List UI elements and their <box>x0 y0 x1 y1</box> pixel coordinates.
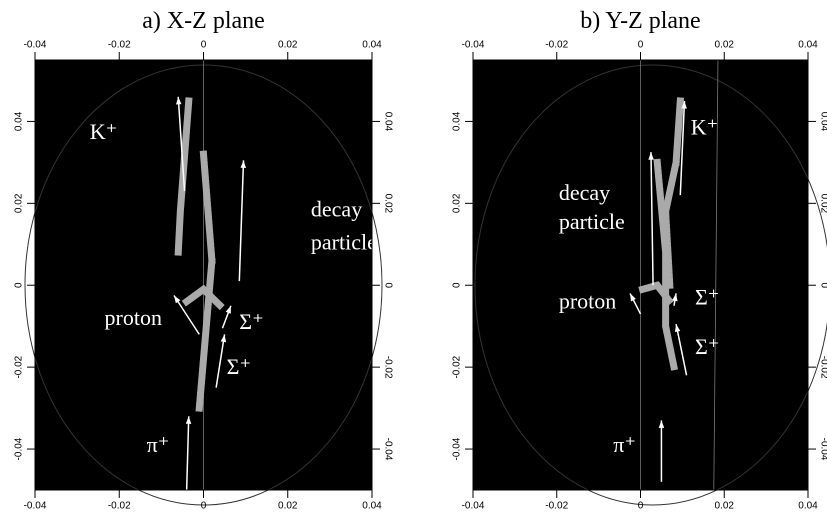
annotation: π⁺ <box>613 432 636 457</box>
annotation: proton <box>105 305 162 330</box>
x-tick-label: 0.04 <box>798 40 818 51</box>
track-hits <box>638 281 675 307</box>
x-tick-label: 0 <box>201 40 207 51</box>
annotation: Σ⁺ <box>695 285 719 310</box>
x-tick-label: -0.04 <box>462 501 485 512</box>
arrow-head <box>225 305 231 314</box>
plot-frame <box>34 59 373 491</box>
x-tick-label: 0.04 <box>798 501 818 512</box>
y-tick-label: 0.02 <box>452 193 463 213</box>
x-tick-label: 0.04 <box>362 40 382 51</box>
x-tick-label: -0.02 <box>108 501 131 512</box>
x-tick-label: 0.04 <box>362 501 382 512</box>
x-tick-label: 0.02 <box>715 40 735 51</box>
panel-title: a) X-Z plane <box>142 8 265 34</box>
annotation: Σ⁺ <box>695 334 719 359</box>
x-tick-label: -0.04 <box>462 40 485 51</box>
annotation: proton <box>559 289 616 314</box>
y-tick-label: -0.04 <box>382 438 393 461</box>
y-tick-label: 0.04 <box>818 112 827 132</box>
x-tick-label: -0.04 <box>24 40 47 51</box>
x-tick-label: 0 <box>638 40 644 51</box>
y-tick-label: -0.02 <box>452 355 463 378</box>
arrow-head <box>648 152 654 160</box>
x-tick-label: 0.02 <box>715 501 735 512</box>
annotation: Σ⁺ <box>227 354 251 379</box>
arrow-head <box>681 100 687 109</box>
y-tick-label: -0.02 <box>382 356 393 379</box>
annotation: particle <box>311 229 377 254</box>
x-tick-label: 0 <box>201 501 207 512</box>
y-tick-label: 0.04 <box>382 112 393 132</box>
track-hits <box>195 150 216 412</box>
arrow-head <box>185 416 192 424</box>
y-tick-label: 0.02 <box>14 193 25 213</box>
arrow <box>215 334 226 388</box>
arrow <box>185 416 190 491</box>
annotation: decay <box>559 180 610 205</box>
annotation: π⁺ <box>147 432 170 457</box>
annotation: K⁺ <box>90 119 118 144</box>
arrow-head <box>220 334 227 343</box>
arrow-head <box>630 293 636 302</box>
track-hits <box>181 284 226 311</box>
x-tick-label: -0.04 <box>24 501 47 512</box>
arrow-head <box>658 420 665 428</box>
plot-frame <box>472 59 809 491</box>
arrow <box>679 100 686 196</box>
y-tick-label: 0.04 <box>14 111 25 131</box>
annotation: particle <box>559 209 625 234</box>
y-tick-label: 0 <box>382 282 393 288</box>
y-tick-label: -0.04 <box>14 437 25 460</box>
y-tick-label: 0.02 <box>382 194 393 214</box>
arrow-head <box>674 324 681 333</box>
arrow <box>238 160 245 282</box>
x-tick-label: 0 <box>638 501 644 512</box>
arrow <box>177 96 186 192</box>
y-tick-label: -0.04 <box>818 438 827 461</box>
arrow-head <box>672 293 678 302</box>
y-tick-label: -0.04 <box>452 437 463 460</box>
arrow <box>675 323 688 376</box>
x-tick-label: 0.02 <box>278 501 298 512</box>
y-tick-label: -0.02 <box>818 356 827 379</box>
y-tick-label: 0 <box>452 282 463 288</box>
track-hits <box>653 158 679 372</box>
y-tick-label: 0 <box>818 282 827 288</box>
annotation: decay <box>311 197 362 222</box>
detector-outline <box>474 64 827 506</box>
arrow-head <box>174 295 181 304</box>
arrow-head <box>175 96 182 105</box>
arrow <box>173 295 200 335</box>
beam-line <box>713 59 719 491</box>
y-tick-label: -0.02 <box>14 355 25 378</box>
x-tick-label: -0.02 <box>545 40 568 51</box>
y-tick-label: 0 <box>14 282 25 288</box>
arrow-head <box>240 160 246 168</box>
x-tick-label: -0.02 <box>108 40 131 51</box>
arrow <box>650 152 654 286</box>
annotation: K⁺ <box>691 115 719 140</box>
annotation: Σ⁺ <box>239 309 263 334</box>
track-hits <box>174 97 193 257</box>
x-tick-label: -0.02 <box>545 501 568 512</box>
panel-title: b) Y-Z plane <box>580 8 700 34</box>
y-tick-label: 0.02 <box>818 194 827 214</box>
y-tick-label: 0.04 <box>452 111 463 131</box>
x-tick-label: 0.02 <box>278 40 298 51</box>
